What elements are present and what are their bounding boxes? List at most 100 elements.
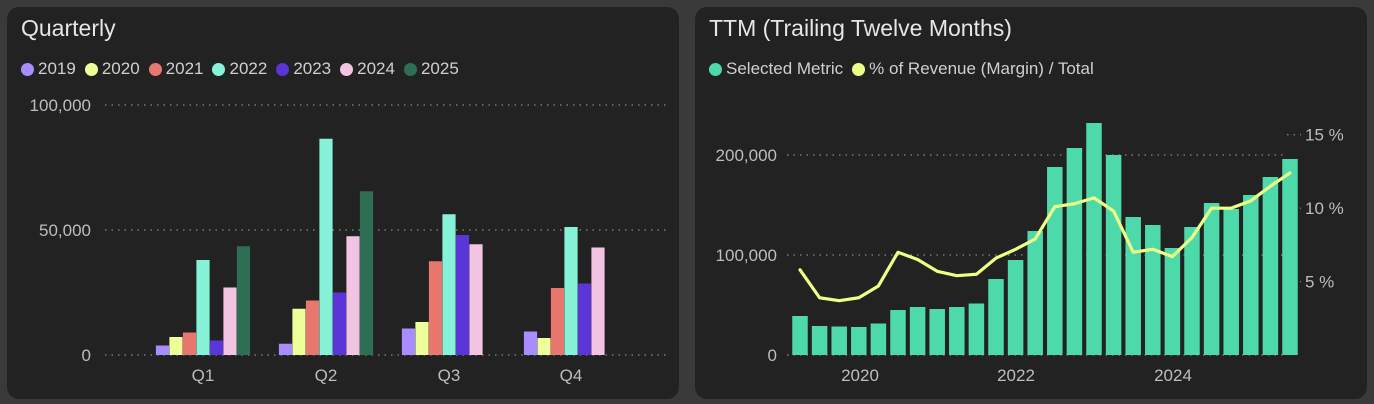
chart-title: TTM (Trailing Twelve Months) — [709, 15, 1012, 41]
bar — [851, 327, 867, 355]
legend-item[interactable]: 2023 — [276, 59, 331, 79]
bar — [1086, 123, 1102, 355]
y-tick-label: 0 — [82, 346, 91, 365]
quarterly-bar-chart: 0 50,000 100,000 Q1 Q2 Q3 Q4 — [30, 96, 669, 385]
bar — [182, 332, 197, 355]
legend-item[interactable]: 2019 — [21, 59, 76, 79]
bar — [870, 323, 887, 355]
y2-tick-label: 5 % — [1305, 273, 1334, 292]
legend-swatch — [403, 62, 417, 76]
bar — [890, 310, 906, 355]
legend-swatch — [148, 62, 162, 76]
legend-swatch — [276, 62, 290, 76]
bar — [278, 343, 293, 355]
bar — [1203, 203, 1220, 355]
bar — [401, 328, 416, 355]
bar — [564, 227, 578, 355]
bar — [577, 283, 592, 355]
x-tick-label: Q2 — [315, 366, 338, 385]
legend-label: 2019 — [38, 59, 76, 78]
bar — [591, 247, 605, 355]
margin-line — [798, 171, 1292, 303]
legend-label: 2020 — [101, 59, 140, 78]
legend-item[interactable]: % of Revenue (Margin) / Total — [852, 59, 1094, 79]
bar — [1105, 155, 1122, 355]
bar — [196, 260, 210, 355]
bar — [909, 307, 926, 355]
bar — [346, 236, 360, 355]
bar — [209, 340, 224, 355]
legend-item[interactable]: 2025 — [403, 59, 459, 79]
bar — [792, 316, 808, 355]
ttm-combo-chart: 0 100,000 200,000 5 % 10 % 15 % 2020 2022 2024 — [716, 123, 1344, 385]
bar — [1184, 227, 1200, 355]
bar — [1066, 148, 1083, 355]
legend-item[interactable]: 2021 — [148, 59, 204, 79]
bar — [523, 331, 538, 355]
bar — [1282, 159, 1298, 355]
legend-swatch — [21, 62, 34, 76]
bar — [968, 303, 985, 355]
bar — [811, 326, 828, 355]
y-tick-label: 100,000 — [30, 96, 91, 115]
bar — [1243, 195, 1259, 355]
bar — [1164, 248, 1181, 355]
bar — [428, 261, 443, 355]
bar — [831, 326, 847, 355]
bar — [455, 235, 470, 355]
x-tick-label: Q4 — [560, 366, 583, 385]
legend-label: 2024 — [357, 59, 395, 78]
bar — [929, 309, 945, 355]
chart-legend: 2019 2020 2021 2022 2023 2024 2025 — [21, 59, 468, 79]
y-tick-label: 200,000 — [716, 146, 777, 165]
bar — [1145, 225, 1161, 355]
bar — [332, 292, 347, 355]
legend-label: 2025 — [420, 59, 459, 78]
bar — [155, 345, 170, 355]
x-tick-label: 2022 — [997, 366, 1035, 385]
bar — [550, 288, 565, 355]
x-tick-label: 2020 — [841, 366, 879, 385]
bar — [1047, 167, 1063, 355]
legend-swatch — [84, 62, 98, 76]
y-tick-label: 0 — [768, 346, 777, 365]
bar — [223, 287, 237, 355]
chart-title: Quarterly — [21, 15, 116, 41]
bar — [1007, 260, 1024, 355]
legend-swatch — [852, 62, 866, 76]
legend-swatch — [340, 62, 354, 76]
chart-legend: Selected Metric % of Revenue (Margin) / T… — [709, 59, 1103, 79]
bar — [1223, 209, 1239, 355]
legend-label: 2021 — [165, 59, 204, 78]
x-tick-label: 2024 — [1154, 366, 1192, 385]
bar — [988, 279, 1004, 355]
ttm-chart-panel: TTM (Trailing Twelve Months) Selected Me… — [695, 7, 1367, 399]
bar — [359, 191, 374, 355]
bar — [169, 337, 183, 355]
bar — [292, 308, 306, 355]
legend-label: Selected Metric — [726, 59, 844, 78]
legend-label: % of Revenue (Margin) / Total — [869, 59, 1094, 78]
legend-swatch — [709, 62, 722, 76]
bar — [319, 138, 333, 355]
bar — [305, 300, 320, 355]
legend-label: 2023 — [293, 59, 332, 78]
x-tick-label: Q3 — [438, 366, 461, 385]
bar — [949, 307, 965, 355]
legend-swatch — [212, 62, 226, 76]
y-tick-label: 50,000 — [39, 221, 91, 240]
y2-tick-label: 10 % — [1305, 199, 1344, 218]
bar — [442, 214, 456, 355]
legend-item[interactable]: 2024 — [340, 59, 395, 79]
legend-item[interactable]: Selected Metric — [709, 59, 843, 79]
y-tick-label: 100,000 — [716, 246, 777, 265]
bar — [415, 322, 429, 355]
x-tick-label: Q1 — [192, 366, 215, 385]
bar — [236, 246, 251, 355]
legend-item[interactable]: 2022 — [212, 59, 267, 79]
legend-item[interactable]: 2020 — [84, 59, 140, 79]
y2-tick-label: 15 % — [1305, 126, 1344, 145]
bar — [537, 338, 551, 355]
legend-label: 2022 — [229, 59, 268, 78]
quarterly-chart-panel: Quarterly 2019 2020 2021 2022 2023 2024 2025 0… — [7, 7, 679, 399]
